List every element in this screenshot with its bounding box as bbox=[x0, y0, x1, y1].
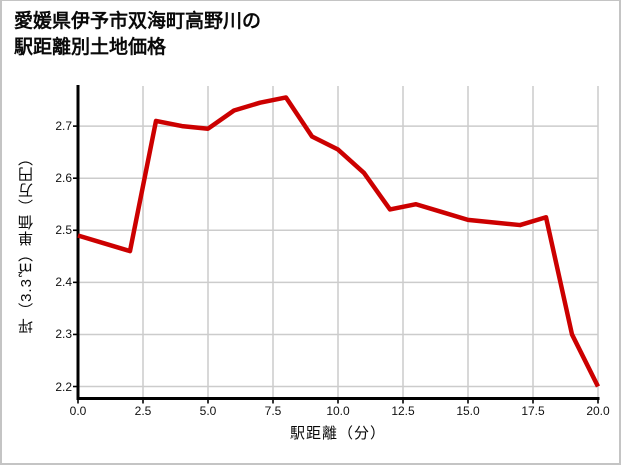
x-tick-label: 15.0 bbox=[456, 404, 480, 418]
y-tick-label: 2.6 bbox=[55, 171, 72, 186]
x-tick-label: 12.5 bbox=[391, 404, 415, 418]
x-tick-label: 10.0 bbox=[326, 404, 350, 418]
x-tick-label: 5.0 bbox=[199, 404, 217, 418]
x-tick-label: 17.5 bbox=[521, 404, 545, 418]
x-tick-label: 0.0 bbox=[69, 404, 87, 418]
y-tick-label: 2.7 bbox=[55, 119, 72, 134]
chart-title-line1: 愛媛県伊予市双海町高野川の bbox=[14, 11, 262, 32]
x-tick-label: 20.0 bbox=[586, 404, 610, 418]
x-tick-label: 2.5 bbox=[134, 404, 152, 418]
y-tick-label: 2.4 bbox=[55, 275, 72, 290]
chart-title-line2: 駅距離別土地価格 bbox=[14, 36, 167, 58]
y-tick-label: 2.3 bbox=[55, 327, 72, 342]
y-axis-label: 坪（3.3㎡）単価（万円） bbox=[18, 150, 35, 334]
y-tick-label: 2.2 bbox=[55, 379, 72, 394]
chart-title: 愛媛県伊予市双海町高野川の 駅距離別土地価格 bbox=[14, 9, 261, 60]
y-tick-label: 2.5 bbox=[55, 223, 72, 238]
price-line-series bbox=[77, 95, 601, 388]
x-tick-label: 7.5 bbox=[264, 404, 282, 418]
x-axis-label: 駅距離（分） bbox=[289, 425, 386, 442]
